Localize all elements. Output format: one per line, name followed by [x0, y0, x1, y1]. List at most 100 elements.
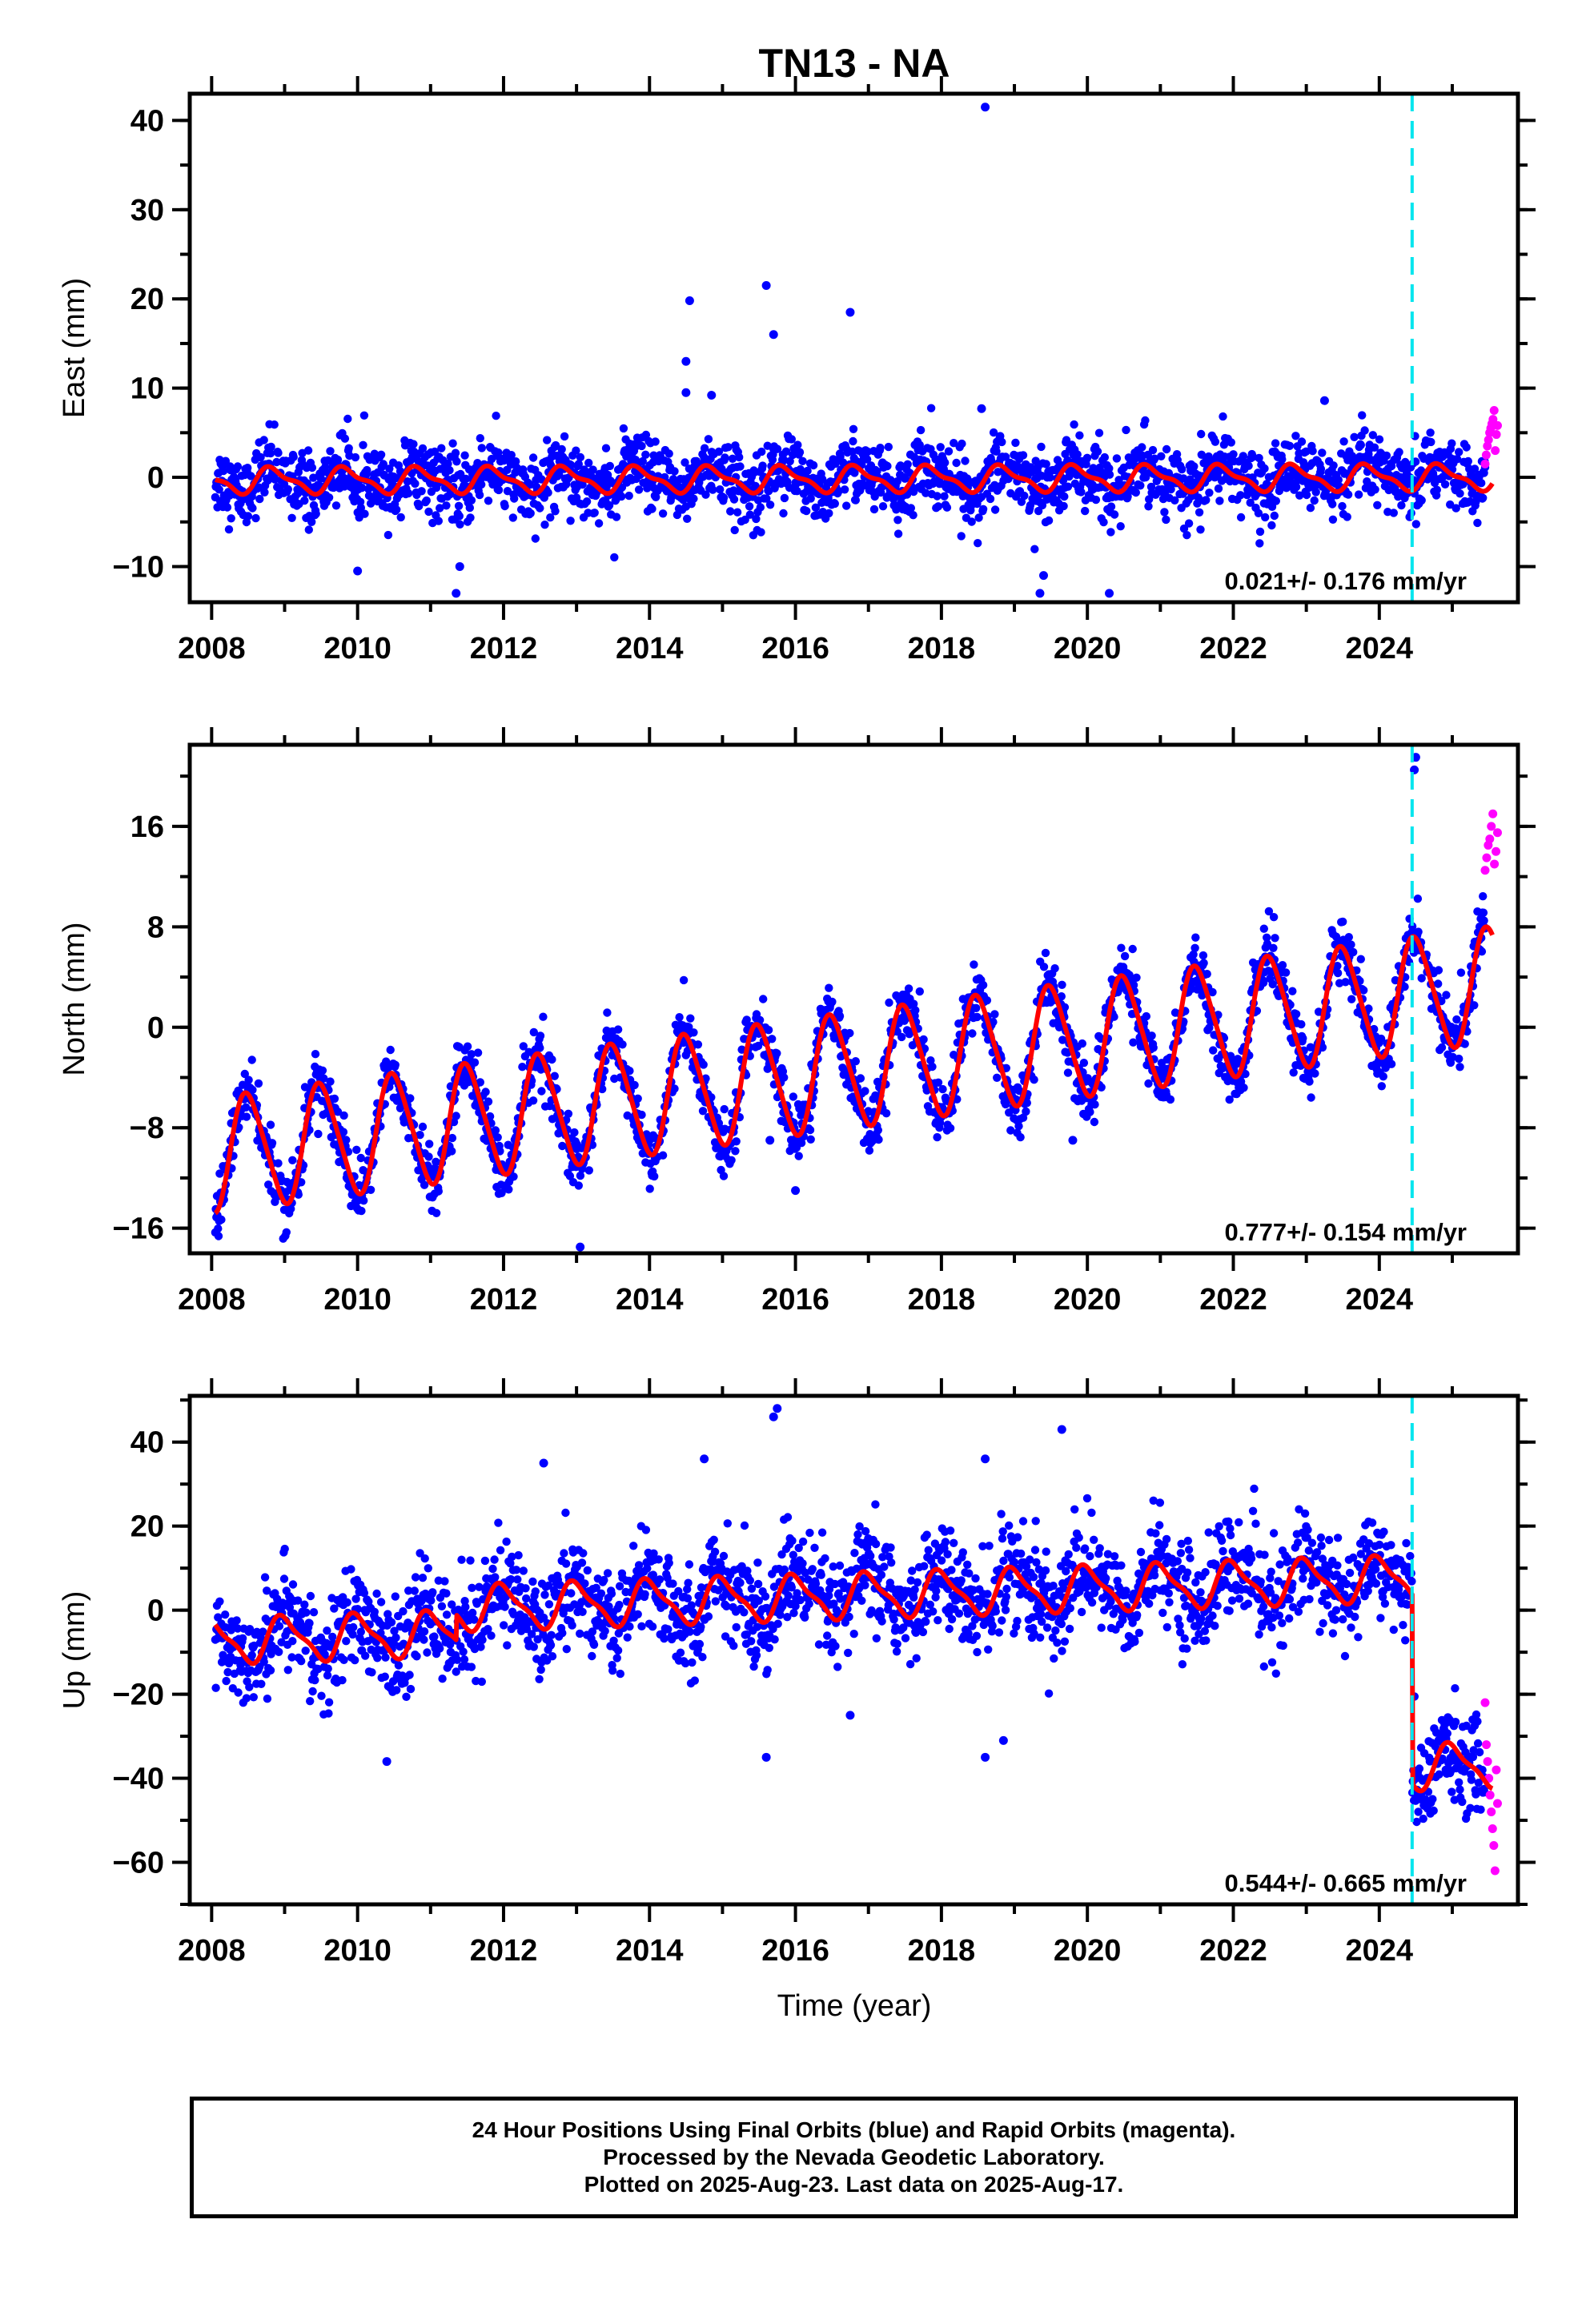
data-point — [242, 1694, 251, 1703]
data-point — [856, 1074, 865, 1083]
data-point — [576, 452, 585, 462]
rapid-point — [1485, 834, 1495, 844]
data-point — [893, 529, 903, 538]
data-point — [1338, 501, 1347, 511]
data-point — [1030, 1076, 1038, 1084]
data-point — [1060, 492, 1069, 501]
data-point — [570, 1128, 579, 1137]
data-point — [376, 1598, 386, 1606]
x-tick-label: 2018 — [908, 1283, 976, 1317]
rapid-point — [1488, 809, 1498, 818]
data-point — [543, 436, 552, 444]
data-point — [279, 1574, 289, 1583]
data-point — [719, 1172, 729, 1180]
data-point — [601, 444, 611, 452]
data-point — [305, 1618, 314, 1628]
data-point — [825, 509, 833, 518]
data-point — [1204, 452, 1213, 461]
north-data-layer — [211, 745, 1502, 1253]
data-point — [978, 980, 988, 990]
data-point — [1270, 511, 1279, 521]
data-point — [442, 1589, 451, 1598]
data-point — [359, 440, 367, 449]
data-point — [1297, 1019, 1306, 1029]
data-point — [326, 447, 335, 456]
data-point — [1215, 497, 1224, 505]
data-point — [876, 444, 885, 452]
data-point — [1389, 509, 1399, 517]
data-point — [1219, 440, 1229, 449]
x-tick-label: 2020 — [1054, 632, 1122, 665]
data-point — [1150, 454, 1159, 463]
data-point — [764, 1026, 773, 1035]
data-point — [851, 496, 861, 505]
data-point — [223, 503, 232, 512]
data-point — [1194, 493, 1203, 502]
data-point — [376, 450, 386, 459]
data-point — [728, 454, 737, 463]
outlier-point — [681, 356, 691, 366]
data-point — [1041, 948, 1050, 958]
data-point — [641, 430, 651, 440]
data-point — [436, 504, 444, 513]
data-point — [701, 490, 710, 499]
data-point — [536, 1031, 545, 1040]
data-point — [1044, 516, 1054, 525]
data-point — [1105, 470, 1114, 479]
data-point — [612, 513, 621, 521]
data-point — [288, 1156, 297, 1165]
data-point — [361, 1651, 370, 1660]
data-point — [699, 1060, 708, 1069]
data-point — [603, 1008, 612, 1017]
data-point — [470, 1058, 480, 1067]
data-point — [878, 502, 888, 511]
data-point — [451, 448, 460, 457]
data-point — [756, 503, 765, 512]
data-point — [508, 513, 517, 522]
data-point — [1128, 944, 1137, 954]
data-point — [1278, 455, 1287, 464]
data-point — [874, 1135, 883, 1144]
data-point — [897, 1032, 906, 1042]
east-data-layer — [211, 94, 1502, 602]
data-point — [617, 492, 626, 501]
data-point — [347, 1565, 355, 1574]
data-point — [590, 509, 599, 517]
data-point — [861, 1087, 869, 1096]
data-point — [540, 521, 549, 529]
data-point — [578, 480, 587, 489]
data-point — [1426, 428, 1435, 437]
data-point — [1437, 1043, 1447, 1052]
data-point — [317, 1691, 326, 1700]
data-point — [968, 1029, 977, 1038]
data-point — [465, 503, 474, 513]
up-panel: 2008 2010 2012 2014 2016 2018 2020 2022 2024−60−… — [58, 1378, 1536, 1968]
data-point — [512, 457, 520, 466]
data-point — [1075, 431, 1084, 440]
data-point — [794, 1152, 803, 1160]
data-point — [881, 1109, 891, 1118]
data-point — [1417, 496, 1426, 505]
data-point — [1395, 448, 1403, 456]
data-point — [417, 487, 426, 496]
data-point — [425, 1140, 434, 1148]
data-point — [324, 493, 334, 502]
data-point — [896, 461, 905, 470]
data-point — [1129, 1038, 1138, 1047]
data-point — [1411, 520, 1421, 529]
data-point — [759, 995, 768, 1003]
data-point — [1063, 482, 1073, 491]
north-panel-frame — [187, 742, 1520, 1256]
data-point — [457, 1555, 466, 1564]
up-data-layer — [211, 1396, 1502, 1904]
data-point — [434, 517, 443, 525]
data-point — [1291, 482, 1301, 492]
data-point — [650, 1172, 659, 1181]
y-tick-label: 10 — [130, 372, 164, 406]
data-point — [883, 461, 892, 471]
data-point — [805, 1125, 815, 1135]
data-point — [727, 1156, 736, 1165]
data-point — [1100, 452, 1110, 462]
data-point — [1166, 1095, 1175, 1104]
